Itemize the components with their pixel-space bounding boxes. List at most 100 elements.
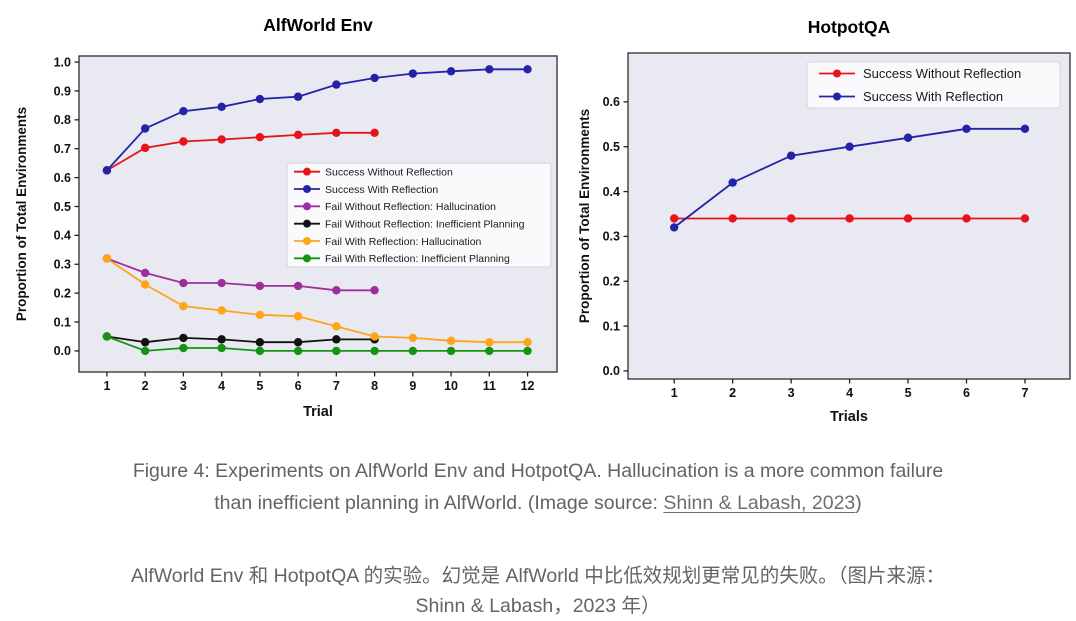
data-point	[217, 335, 226, 344]
data-point	[370, 73, 379, 83]
y-tick-label: 0.4	[603, 185, 620, 199]
y-tick-label: 0.1	[54, 315, 71, 329]
y-tick-label: 0.5	[54, 200, 71, 214]
y-tick-label: 0.4	[54, 229, 71, 243]
legend-marker	[303, 237, 311, 245]
data-point	[293, 338, 303, 347]
data-point	[140, 143, 150, 153]
legend-label: Success With Reflection	[325, 184, 438, 196]
series-line	[106, 257, 375, 292]
data-point	[140, 268, 150, 278]
data-point	[293, 346, 303, 356]
x-axis-label: Trials	[830, 409, 868, 425]
legend-label: Fail Without Reflection: Inefficient Pla…	[325, 218, 525, 230]
y-tick-label: 0.1	[603, 319, 620, 333]
caption-chinese: AlfWorld Env 和 HotpotQA 的实验。幻觉是 AlfWorld…	[130, 565, 946, 617]
data-point	[217, 102, 226, 112]
legend-marker	[833, 92, 841, 101]
data-point	[523, 338, 532, 347]
data-point	[408, 333, 418, 343]
caption-source-link[interactable]: Shinn & Labash, 2023	[663, 491, 856, 514]
x-tick-label: 5	[256, 379, 263, 393]
data-point	[786, 151, 796, 160]
y-tick-label: 0.7	[54, 142, 71, 156]
series-line	[106, 131, 375, 172]
data-point	[255, 346, 265, 356]
legend-marker	[303, 185, 311, 193]
x-tick-label: 1	[671, 386, 678, 400]
data-point	[255, 94, 265, 104]
data-point	[962, 124, 971, 133]
data-point	[1020, 124, 1030, 133]
x-tick-label: 10	[444, 379, 458, 393]
x-tick-label: 4	[218, 379, 225, 393]
legend-label: Fail With Reflection: Hallucination	[325, 236, 482, 248]
data-point	[446, 67, 456, 76]
data-point	[845, 214, 854, 223]
data-point	[179, 301, 188, 311]
y-tick-label: 0.3	[603, 230, 620, 244]
x-tick-label: 1	[103, 379, 110, 393]
legend-label: Success With Reflection	[863, 89, 1003, 104]
data-point	[1020, 214, 1030, 223]
data-point	[485, 338, 494, 347]
legend-box	[286, 162, 552, 268]
x-tick-label: 4	[846, 386, 853, 400]
data-point	[293, 281, 303, 291]
data-point	[332, 80, 341, 89]
data-point	[370, 346, 379, 356]
data-point	[845, 142, 854, 151]
legend-box	[806, 61, 1061, 109]
caption-english-text: Figure 4: Experiments on AlfWorld Env an…	[132, 460, 944, 514]
data-point	[485, 346, 494, 356]
data-point	[140, 346, 150, 356]
data-point	[523, 346, 532, 356]
data-point	[332, 286, 341, 295]
x-tick-label: 2	[142, 379, 149, 393]
data-point	[370, 128, 379, 138]
data-point	[669, 214, 679, 223]
data-point	[217, 135, 226, 144]
data-point	[140, 280, 150, 289]
y-tick-label: 0.3	[54, 258, 71, 272]
series-line	[106, 335, 528, 352]
data-point	[903, 133, 913, 142]
data-point	[140, 338, 150, 347]
alfworld-line-chart: 1 2 3 4 5 6 7 8 9 10 11 120.00.10.20.30.40.50.60.70…	[14, 15, 558, 420]
data-point	[523, 65, 532, 74]
data-point	[102, 254, 112, 263]
legend-marker	[833, 69, 841, 78]
x-tick-label: 7	[1022, 386, 1029, 400]
data-point	[669, 223, 679, 232]
data-point	[293, 312, 303, 321]
data-point	[728, 178, 737, 187]
data-point	[179, 333, 188, 343]
y-axis-label: Proportion of Total Environments	[577, 109, 592, 323]
data-point	[140, 124, 150, 133]
y-tick-label: 0.2	[54, 286, 71, 300]
data-point	[962, 214, 971, 223]
data-point	[255, 310, 265, 320]
caption-english-close: )	[855, 491, 862, 514]
data-point	[332, 335, 341, 344]
data-point	[217, 343, 226, 353]
y-tick-label: 0.6	[603, 95, 620, 109]
y-tick-label: 0.0	[54, 344, 71, 358]
series-line	[106, 68, 528, 172]
data-point	[179, 106, 188, 116]
data-point	[255, 281, 265, 291]
data-point	[293, 92, 303, 101]
data-point	[179, 278, 188, 288]
data-point	[217, 306, 226, 315]
x-tick-label: 8	[371, 379, 378, 393]
x-tick-label: 5	[905, 386, 912, 400]
x-tick-label: 2	[729, 386, 736, 400]
legend-marker	[303, 219, 311, 228]
legend-label: Success Without Reflection	[325, 166, 453, 178]
legend-label: Success Without Reflection	[863, 66, 1021, 81]
y-tick-label: 0.8	[54, 113, 71, 127]
data-point	[332, 322, 341, 331]
y-tick-label: 0.9	[54, 84, 71, 98]
caption-english: Figure 4: Experiments on AlfWorld Env an…	[128, 456, 948, 519]
